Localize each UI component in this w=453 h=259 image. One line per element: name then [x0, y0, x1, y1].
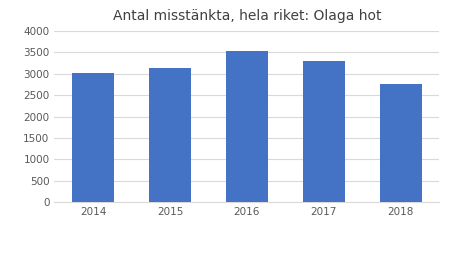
Bar: [226, 51, 268, 202]
Bar: [380, 84, 422, 202]
Legend: Antal misstänkta, hela riket: Olaga hot: Antal misstänkta, hela riket: Olaga hot: [143, 255, 351, 259]
Bar: [72, 73, 114, 202]
Bar: [303, 61, 345, 202]
Title: Antal misstänkta, hela riket: Olaga hot: Antal misstänkta, hela riket: Olaga hot: [113, 9, 381, 23]
Bar: [149, 68, 191, 202]
